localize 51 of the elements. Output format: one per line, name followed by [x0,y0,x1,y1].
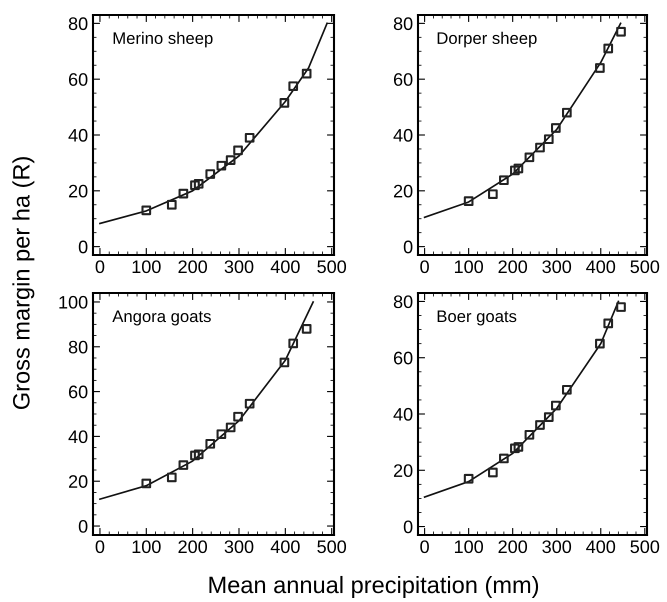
y-tick-label: 40 [393,128,412,142]
y-tick-label: 80 [394,17,412,30]
x-tick-label: 500 [317,540,346,554]
text: Merino sheep [114,32,213,48]
y-tick-label: 100 [59,296,88,309]
y-tick-label: 0 [78,520,88,533]
x-tick-label: 400 [586,260,616,274]
x-tick-label: 400 [270,260,300,274]
y-tick-label: 60 [68,386,88,398]
y-tick-label: 0 [78,240,88,254]
y-axis-title: Gross margin per ha (R) [12,157,34,410]
x-tick-label: 100 [132,540,161,554]
y-tick-label: 80 [394,295,412,308]
y-tick-label: 60 [394,352,412,364]
x-tick-label: 500 [630,260,660,274]
x-tick-label: 200 [178,260,207,274]
x-tick-label: 500 [630,540,660,554]
y-tick-label: 40 [393,408,412,421]
x-tick-label: 400 [270,540,300,554]
x-tick-label: 300 [224,540,254,554]
y-tick-label: 0 [404,520,412,534]
y-tick-label: 20 [394,464,412,477]
y-tick-label: 60 [68,73,88,86]
text: Boer goats [438,310,516,326]
y-tick-label: 40 [68,128,88,142]
y-tick-label: 20 [68,475,88,488]
x-tick-label: 0 [420,260,429,274]
x-tick-label: 100 [454,260,483,274]
x-tick-label: 200 [498,260,528,274]
y-tick-label: 60 [394,73,412,86]
x-tick-label: 100 [454,540,483,554]
x-tick-label: 100 [132,260,161,274]
x-tick-label: 200 [498,540,528,554]
x-tick-label: 400 [586,540,616,554]
y-tick-label: 80 [68,340,88,354]
x-tick-label: 0 [96,540,104,554]
y-tick-label: 0 [404,240,412,254]
y-tick-label: 40 [68,430,88,444]
x-tick-label: 300 [542,260,572,274]
x-tick-label: 300 [542,540,572,554]
text: Angora goats [112,310,211,326]
text: Dorper sheep [438,32,537,48]
x-tick-label: 0 [96,260,104,274]
x-tick-label: 200 [178,540,207,554]
y-tick-label: 20 [394,184,412,198]
x-tick-label: 500 [317,260,346,274]
x-tick-label: 300 [224,260,254,274]
y-tick-label: 20 [68,184,88,198]
x-tick-label: 0 [420,540,429,554]
y-tick-label: 80 [68,17,88,30]
x-axis-title: Mean annual precipitation (mm) [209,576,538,598]
